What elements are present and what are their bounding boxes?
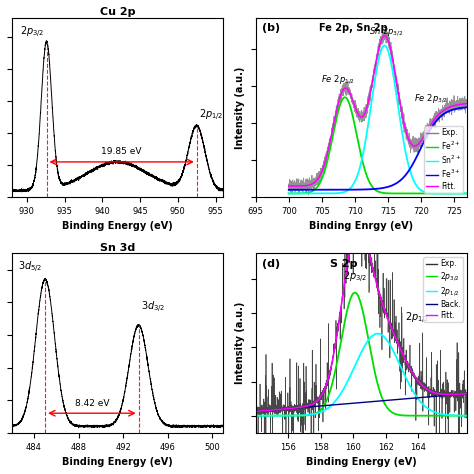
X-axis label: Binding Energy (eV): Binding Energy (eV) — [306, 457, 417, 467]
X-axis label: Binding Enrgy (eV): Binding Enrgy (eV) — [310, 221, 413, 231]
Text: 19.85 eV: 19.85 eV — [101, 146, 142, 155]
Legend: Exp., $2p_{3/2}$, $2p_{1/2}$, Back., Fitt.: Exp., $2p_{3/2}$, $2p_{1/2}$, Back., Fit… — [423, 257, 463, 322]
Text: $3d_{3/2}$: $3d_{3/2}$ — [141, 300, 165, 315]
Text: 8.42 eV: 8.42 eV — [74, 399, 109, 408]
X-axis label: Binding Energy (eV): Binding Energy (eV) — [62, 221, 173, 231]
X-axis label: Binding Energy (eV): Binding Energy (eV) — [62, 457, 173, 467]
Text: $3d_{5/2}$: $3d_{5/2}$ — [18, 259, 42, 274]
Text: S 2p: S 2p — [330, 259, 357, 269]
Text: $2p_{3/2}$: $2p_{3/2}$ — [20, 25, 44, 40]
Y-axis label: Intensity (a.u.): Intensity (a.u.) — [235, 66, 246, 149]
Text: (b): (b) — [262, 23, 280, 33]
Text: $2p_{3/2}$: $2p_{3/2}$ — [343, 270, 367, 285]
Text: $Fe\ 2p_{1/2}$: $Fe\ 2p_{1/2}$ — [321, 73, 356, 86]
Text: $Sn\ 2p_{3/2}$: $Sn\ 2p_{3/2}$ — [369, 26, 404, 38]
Text: $2p_{1/2}$: $2p_{1/2}$ — [405, 311, 429, 327]
Legend: Exp., Fe$^{2+}$, Sn$^{2+}$, Fe$^{3+}$, Fitt.: Exp., Fe$^{2+}$, Sn$^{2+}$, Fe$^{3+}$, F… — [424, 126, 463, 193]
Text: $Fe\ 2p_{3/2}$: $Fe\ 2p_{3/2}$ — [414, 92, 448, 105]
Text: Fe 2p, Sn 2p: Fe 2p, Sn 2p — [319, 23, 388, 33]
Text: (d): (d) — [262, 259, 280, 269]
Title: Cu 2p: Cu 2p — [100, 7, 135, 17]
Y-axis label: Intensity (a.u.): Intensity (a.u.) — [235, 302, 246, 384]
Title: Sn 3d: Sn 3d — [100, 243, 135, 253]
Text: $2p_{1/2}$: $2p_{1/2}$ — [199, 109, 223, 123]
